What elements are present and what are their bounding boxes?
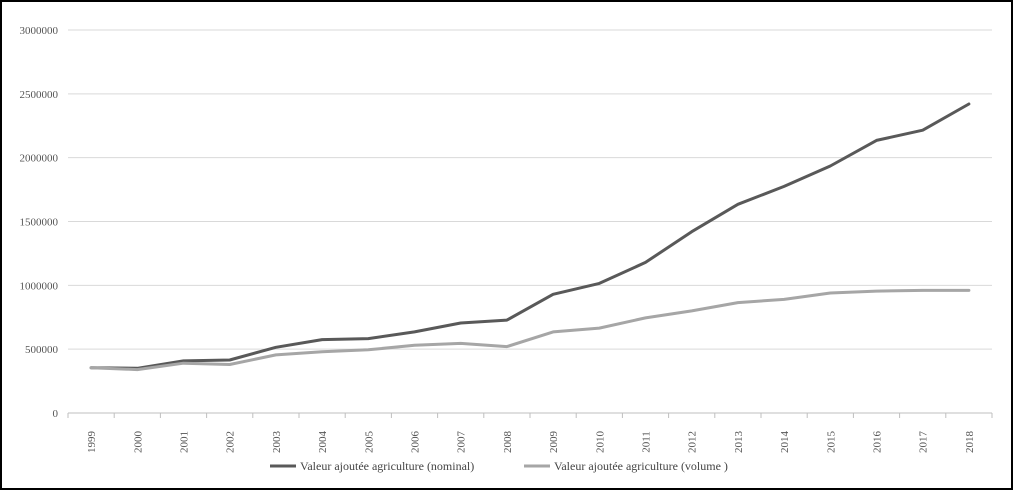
x-tick-label: 2010 <box>594 431 606 454</box>
x-tick-label: 2014 <box>779 431 791 454</box>
x-tick-label: 2007 <box>456 431 468 454</box>
x-tick-label: 2017 <box>918 431 930 454</box>
y-tick-label: 3000000 <box>20 25 59 37</box>
y-tick-label: 1500000 <box>20 217 59 229</box>
x-tick-label: 2012 <box>687 431 699 453</box>
y-tick-label: 2000000 <box>20 153 59 165</box>
x-tick-label: 2006 <box>410 431 422 454</box>
y-tick-label: 1000000 <box>20 280 59 292</box>
x-tick-label: 2015 <box>825 431 837 454</box>
y-axis-ticks: 0 500000 1000000 1500000 2000000 2500000 30000… <box>20 25 59 420</box>
x-axis <box>67 412 993 418</box>
gridlines <box>68 29 992 350</box>
series-line-0 <box>89 102 971 370</box>
legend: Valeur ajoutée agriculture (nominal) Vale… <box>270 459 728 473</box>
y-tick-label: 0 <box>53 408 59 420</box>
x-tick-label: 2013 <box>733 431 745 454</box>
y-tick-label: 500000 <box>25 344 59 356</box>
x-tick-label: 2004 <box>317 431 329 454</box>
x-axis-ticks: 1999 2000 2001 2002 2003 2004 2005 2006 2007 2008… <box>86 431 976 454</box>
y-tick-label: 2500000 <box>20 89 59 101</box>
series-line-1 <box>89 288 971 372</box>
legend-label-0: Valeur ajoutée agriculture (nominal) <box>300 459 474 473</box>
x-tick-label: 2000 <box>132 431 144 454</box>
x-tick-label: 2009 <box>548 431 560 454</box>
x-tick-label: 2001 <box>179 431 191 453</box>
legend-label-1: Valeur ajoutée agriculture (volume ) <box>554 459 728 473</box>
series-lines <box>89 102 971 372</box>
x-tick-label: 2002 <box>225 431 237 453</box>
x-tick-label: 2005 <box>363 431 375 454</box>
x-tick-label: 2018 <box>964 431 976 454</box>
x-tick-label: 2016 <box>872 431 884 454</box>
x-tick-label: 1999 <box>86 431 98 454</box>
x-tick-label: 2008 <box>502 431 514 454</box>
x-tick-label: 2003 <box>271 431 283 454</box>
x-tick-label: 2011 <box>641 431 653 453</box>
